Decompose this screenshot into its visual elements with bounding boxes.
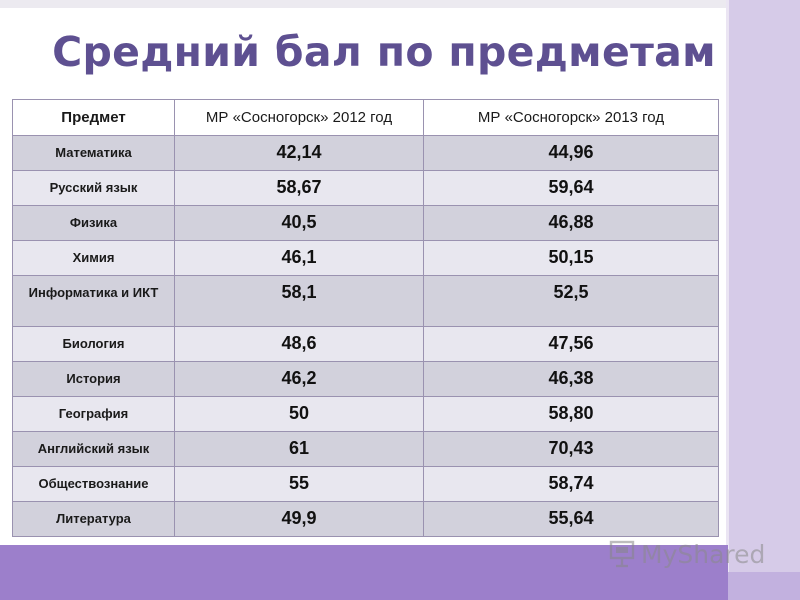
value-2013-cell: 44,96 [423, 135, 719, 171]
table-row: Английский язык 61 70,43 [12, 431, 719, 467]
table-row: Биология 48,6 47,56 [12, 326, 719, 362]
table-row: География 50 58,80 [12, 396, 719, 432]
subject-cell: История [12, 361, 175, 397]
right-decor-edge [726, 0, 729, 600]
value-2013-cell: 52,5 [423, 275, 719, 327]
subject-cell: Информатика и ИКТ [12, 275, 175, 327]
value-2013-cell: 59,64 [423, 170, 719, 206]
header-2013: МР «Сосногорск» 2013 год [423, 99, 719, 136]
table-row: Литература 49,9 55,64 [12, 501, 719, 537]
value-2012-cell: 50 [174, 396, 424, 432]
value-2012-cell: 55 [174, 466, 424, 502]
grades-table: Предмет МР «Сосногорск» 2012 год МР «Сос… [12, 99, 719, 537]
subject-cell: Химия [12, 240, 175, 276]
table-row: Химия 46,1 50,15 [12, 240, 719, 276]
value-2013-cell: 46,38 [423, 361, 719, 397]
value-2012-cell: 58,1 [174, 275, 424, 327]
value-2013-cell: 55,64 [423, 501, 719, 537]
value-2012-cell: 46,1 [174, 240, 424, 276]
bottom-decor-corner [728, 572, 800, 600]
subject-cell: Биология [12, 326, 175, 362]
subject-cell: Обществознание [12, 466, 175, 502]
table-row: Информатика и ИКТ 58,1 52,5 [12, 275, 719, 327]
value-2012-cell: 46,2 [174, 361, 424, 397]
table-row: Математика 42,14 44,96 [12, 135, 719, 171]
right-decor-band [728, 0, 800, 600]
subject-cell: Русский язык [12, 170, 175, 206]
table-row: Обществознание 55 58,74 [12, 466, 719, 502]
value-2012-cell: 49,9 [174, 501, 424, 537]
value-2012-cell: 42,14 [174, 135, 424, 171]
header-2012: МР «Сосногорск» 2012 год [174, 99, 424, 136]
watermark: MyShared [608, 539, 765, 569]
value-2012-cell: 40,5 [174, 205, 424, 241]
slide-title: Средний бал по предметам [52, 28, 716, 76]
value-2013-cell: 46,88 [423, 205, 719, 241]
table-row: Русский язык 58,67 59,64 [12, 170, 719, 206]
value-2013-cell: 70,43 [423, 431, 719, 467]
subject-cell: Математика [12, 135, 175, 171]
top-band [0, 0, 728, 8]
value-2012-cell: 58,67 [174, 170, 424, 206]
table-header-row: Предмет МР «Сосногорск» 2012 год МР «Сос… [12, 99, 719, 136]
table-row: Физика 40,5 46,88 [12, 205, 719, 241]
value-2012-cell: 61 [174, 431, 424, 467]
header-subject: Предмет [12, 99, 175, 136]
table-body: Математика 42,14 44,96 Русский язык 58,67 59,… [12, 135, 719, 537]
value-2013-cell: 58,74 [423, 466, 719, 502]
value-2013-cell: 58,80 [423, 396, 719, 432]
subject-cell: Литература [12, 501, 175, 537]
table-row: История 46,2 46,38 [12, 361, 719, 397]
watermark-text: MyShared [641, 539, 766, 569]
subject-cell: Физика [12, 205, 175, 241]
presentation-board-icon [609, 540, 635, 568]
subject-cell: География [12, 396, 175, 432]
bottom-decor-band [0, 545, 728, 600]
subject-cell: Английский язык [12, 431, 175, 467]
value-2013-cell: 50,15 [423, 240, 719, 276]
value-2012-cell: 48,6 [174, 326, 424, 362]
value-2013-cell: 47,56 [423, 326, 719, 362]
